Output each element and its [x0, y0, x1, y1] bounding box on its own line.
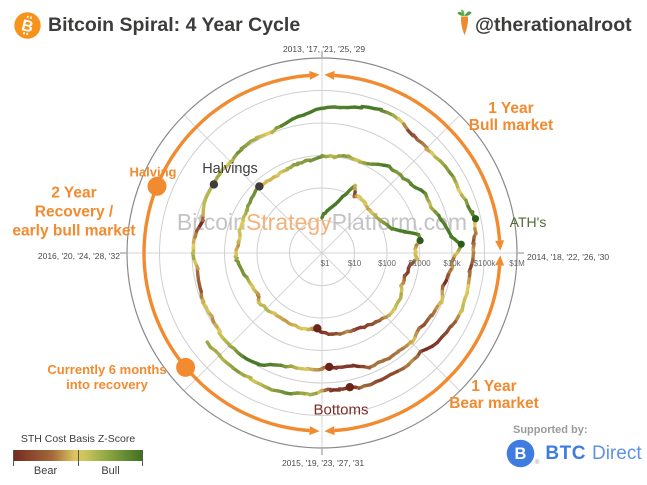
halving-marker-label: Halving: [129, 164, 177, 180]
zscore-legend: STH Cost Basis Z-Score Bear Bull: [13, 433, 143, 479]
radial-tick-label: $1M: [509, 259, 525, 268]
watermark-part1: Bitcoin: [177, 209, 246, 235]
radial-tick-label: $1000: [408, 259, 431, 268]
year-label-bottom: 2015, '19, '23, '27, '31: [281, 458, 365, 468]
cycle-arrowhead: [324, 70, 335, 80]
svg-text:B: B: [515, 445, 527, 463]
author-handle: @therationalroot: [475, 14, 632, 36]
chart-data-layer: $1 $10 $100 $1000 $10k $100k $1M: [142, 70, 525, 436]
svg-text:B: B: [20, 17, 35, 36]
halving-dot: [209, 180, 219, 189]
cycle-arrowhead: [495, 240, 505, 251]
btcdirect-wordmark-bold: BTC: [545, 442, 586, 464]
bottom-dot: [345, 383, 354, 392]
recovery-label: 2 Year Recovery / early bull market: [12, 184, 136, 240]
cycle-arc-recovery: [142, 73, 310, 433]
watermark-part2: Strategy: [246, 209, 332, 235]
polar-grid: [120, 51, 524, 455]
radial-tick-label: $10k: [443, 259, 461, 268]
halvings-label: Halvings: [202, 161, 258, 177]
year-label-top: 2013, '17, '21, '25, '29: [282, 44, 366, 54]
bottom-dot: [325, 362, 334, 372]
radial-tick-label: $100: [378, 259, 396, 268]
cycle-marker-halving: [147, 176, 167, 196]
legend-tick-right: [142, 450, 143, 466]
bull-market-label: 1 Year Bull market: [468, 100, 554, 134]
bottoms-label: Bottoms: [313, 401, 369, 419]
supported-by-label: Supported by:: [513, 424, 588, 436]
btcdirect-wordmark-light: Direct: [591, 442, 642, 464]
year-label-left: 2016, '20, '24, '28, '32: [37, 251, 120, 261]
ath-dot: [471, 215, 480, 223]
year-label-right: 2014, '18, '22, '26, '30: [527, 252, 610, 262]
chart-grid-layer: [120, 51, 524, 455]
halving-dot: [255, 182, 264, 191]
radial-tick-label: $100k: [474, 259, 497, 268]
cycle-arrowhead: [324, 426, 335, 436]
current-position-label: Currently 6 months into recovery: [47, 362, 167, 392]
carrot-icon: [457, 9, 472, 36]
btcdirect-coin-icon: B: [506, 439, 535, 468]
ath-dot: [457, 240, 465, 248]
bitcoin-logo-icon: B: [14, 12, 41, 39]
bear-market-label: 1 Year Bear market: [449, 378, 539, 412]
cycle-marker-current: [176, 357, 196, 377]
aths-label: ATH's: [509, 214, 547, 230]
radial-tick-label: $10: [348, 259, 362, 268]
radial-tick-label: $1: [321, 259, 330, 268]
cycle-arc-bear: [334, 265, 502, 433]
btcdirect-logo: B ® BTC Direct: [506, 439, 642, 468]
watermark: BitcoinStrategyPlatform.com: [177, 209, 467, 235]
ath-dot: [416, 237, 424, 245]
page-title: Bitcoin Spiral: 4 Year Cycle: [48, 14, 301, 36]
cycle-arc-bull: [334, 73, 502, 241]
cycle-arrowhead: [309, 426, 320, 436]
legend-tick-left: [13, 450, 14, 466]
legend-bear-label: Bear: [33, 465, 58, 477]
cycle-arrowhead: [309, 70, 320, 80]
price-spiral: [191, 104, 478, 397]
cycle-arrowhead: [495, 255, 505, 266]
legend-tick-mid: [77, 450, 79, 466]
legend-title: STH Cost Basis Z-Score: [20, 433, 136, 445]
legend-bull-label: Bull: [101, 465, 120, 477]
bottom-dot: [313, 324, 322, 333]
registered-mark: ®: [535, 460, 540, 466]
